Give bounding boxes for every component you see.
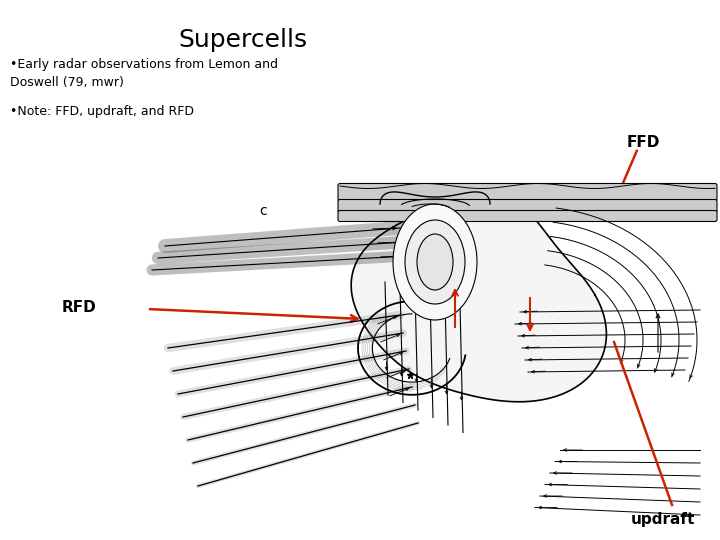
Ellipse shape <box>393 204 477 320</box>
FancyBboxPatch shape <box>338 184 717 200</box>
FancyBboxPatch shape <box>338 211 717 221</box>
Ellipse shape <box>417 234 453 290</box>
Text: •Early radar observations from Lemon and
Doswell (79, mwr): •Early radar observations from Lemon and… <box>10 58 278 89</box>
Polygon shape <box>351 192 606 402</box>
Text: updraft: updraft <box>631 512 695 527</box>
Ellipse shape <box>405 220 465 304</box>
Text: RFD: RFD <box>62 300 96 314</box>
Text: Supercells: Supercells <box>178 28 307 52</box>
Text: c: c <box>259 204 267 218</box>
FancyBboxPatch shape <box>338 199 717 213</box>
Text: •Note: FFD, updraft, and RFD: •Note: FFD, updraft, and RFD <box>10 105 194 118</box>
Text: FFD: FFD <box>627 135 660 150</box>
